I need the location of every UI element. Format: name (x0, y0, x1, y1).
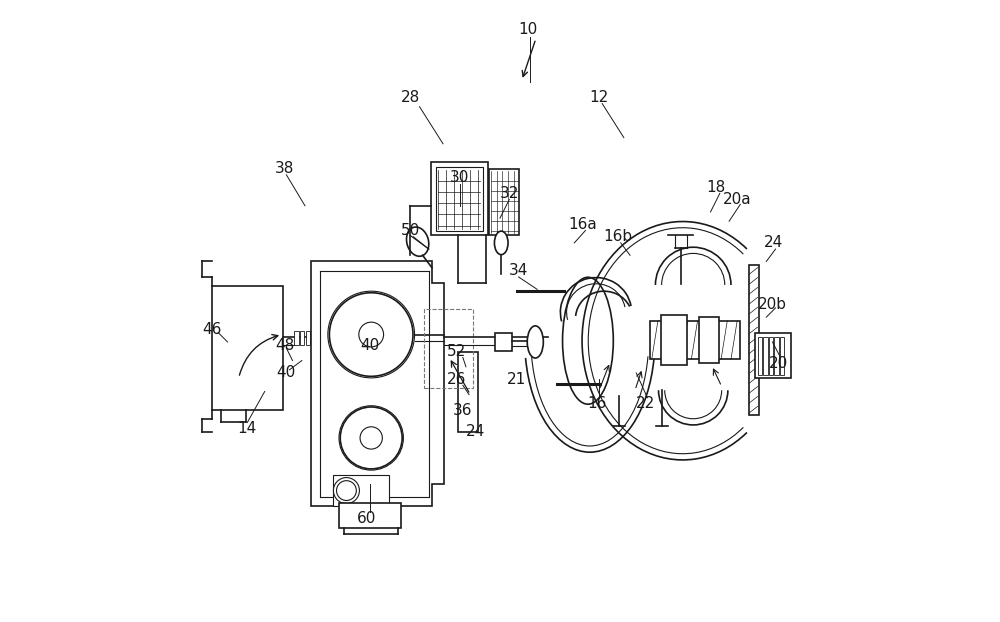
Bar (306, 332, 310, 345)
Ellipse shape (563, 277, 613, 404)
Ellipse shape (527, 326, 543, 358)
Bar (749, 265, 759, 415)
Text: 24: 24 (466, 424, 485, 439)
Bar (489, 169, 519, 236)
Bar (774, 337, 779, 376)
Bar (458, 353, 478, 432)
Text: 16a: 16a (569, 217, 597, 232)
Text: 60: 60 (357, 511, 377, 526)
Text: 20b: 20b (758, 297, 787, 312)
Bar (294, 332, 299, 345)
Text: 30: 30 (450, 170, 469, 185)
Bar (333, 475, 389, 506)
Ellipse shape (333, 478, 359, 504)
Bar (339, 503, 401, 527)
Circle shape (337, 481, 356, 501)
Bar (311, 332, 315, 345)
Text: 24: 24 (764, 235, 783, 251)
Bar (769, 337, 773, 376)
Ellipse shape (329, 293, 413, 376)
Bar (699, 317, 719, 363)
Text: 18: 18 (706, 180, 725, 195)
Text: 16: 16 (587, 396, 606, 411)
Text: 20a: 20a (723, 192, 751, 207)
Text: 20: 20 (769, 356, 788, 371)
Bar (436, 167, 483, 231)
Text: 38: 38 (275, 161, 294, 176)
Text: 36: 36 (453, 402, 473, 417)
Bar (780, 337, 784, 376)
Text: 28: 28 (401, 90, 420, 105)
Text: 22: 22 (636, 396, 655, 411)
Text: 26: 26 (447, 371, 466, 387)
Text: 48: 48 (275, 338, 294, 353)
Text: 32: 32 (500, 186, 519, 201)
Text: 14: 14 (238, 421, 257, 436)
Text: 10: 10 (518, 22, 537, 37)
Text: 46: 46 (202, 322, 222, 337)
Text: 52: 52 (447, 344, 466, 359)
Ellipse shape (406, 227, 429, 256)
Bar (755, 333, 791, 378)
Bar (212, 286, 283, 410)
Bar (300, 332, 304, 345)
Circle shape (359, 322, 384, 347)
Text: 50: 50 (401, 223, 420, 238)
Bar (317, 332, 321, 345)
Bar (431, 162, 488, 236)
Text: 21: 21 (507, 371, 526, 387)
Text: 40: 40 (360, 338, 380, 353)
Bar (661, 315, 687, 366)
Text: 16b: 16b (603, 229, 632, 244)
Bar (650, 321, 740, 360)
Text: 34: 34 (509, 263, 528, 278)
Ellipse shape (340, 407, 402, 469)
Circle shape (360, 427, 382, 449)
Bar (763, 337, 768, 376)
Text: 40: 40 (277, 365, 296, 381)
Bar (322, 332, 327, 345)
Polygon shape (311, 261, 444, 506)
Ellipse shape (494, 231, 508, 254)
Bar (424, 309, 473, 388)
Bar (758, 337, 762, 376)
Text: 12: 12 (589, 90, 609, 105)
Bar (495, 333, 512, 351)
